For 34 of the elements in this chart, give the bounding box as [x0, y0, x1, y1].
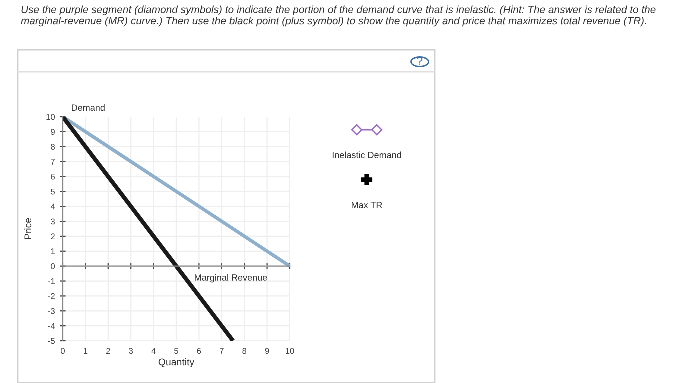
y-tick-label: -3: [48, 308, 55, 314]
x-tick-label: 1: [84, 348, 88, 354]
x-tick-label: 6: [197, 348, 202, 354]
x-tick-label: 3: [129, 348, 134, 354]
y-tick-label: 3: [51, 218, 55, 225]
x-tick-label: 4: [152, 348, 156, 354]
y-tick-label: 0: [51, 264, 56, 270]
y-tick-label: 7: [51, 159, 55, 165]
y-tick-label: 1: [51, 248, 55, 254]
y-tick-label: 4: [50, 204, 56, 210]
y-tick-label: 5: [51, 188, 56, 195]
y-tick-label: 8: [51, 144, 55, 150]
x-tick-label: 2: [106, 348, 110, 354]
y-tick-label: 6: [51, 174, 55, 180]
y-tick-label: 10: [46, 114, 56, 120]
text: Inelastic Demand: [332, 152, 402, 158]
y-tick-label: -5: [48, 338, 56, 344]
series-label: Demand: [72, 104, 105, 112]
y-tick-label: 9: [51, 129, 55, 136]
y-tick-label: -4: [48, 323, 56, 330]
y-tick-label: -2: [48, 293, 55, 300]
text: Max TR: [352, 202, 382, 208]
y-axis-title: Price: [24, 218, 32, 240]
y-tick-label: -1: [48, 278, 55, 284]
x-tick-label: 0: [61, 348, 65, 354]
text: Use the purple segment (diamond symbols) to indicate the portion of the demand curve that is inelastic. (Hint: The answer is related to the marginal-revenue (MR) curve.) Then use the black point (plus symbol) to show the quantity and price that maximizes total revenue (TR).: [21, 6, 656, 27]
x-tick-label: 5: [174, 348, 178, 354]
x-axis-title: Quantity: [158, 358, 195, 368]
x-tick-label: 8: [242, 348, 247, 354]
series-label: Marginal Revenue: [195, 274, 268, 283]
x-tick-label: 9: [265, 348, 270, 354]
y-tick-label: 2: [51, 234, 55, 240]
x-tick-label: 7: [220, 348, 224, 354]
x-tick-label: 10: [286, 348, 294, 354]
